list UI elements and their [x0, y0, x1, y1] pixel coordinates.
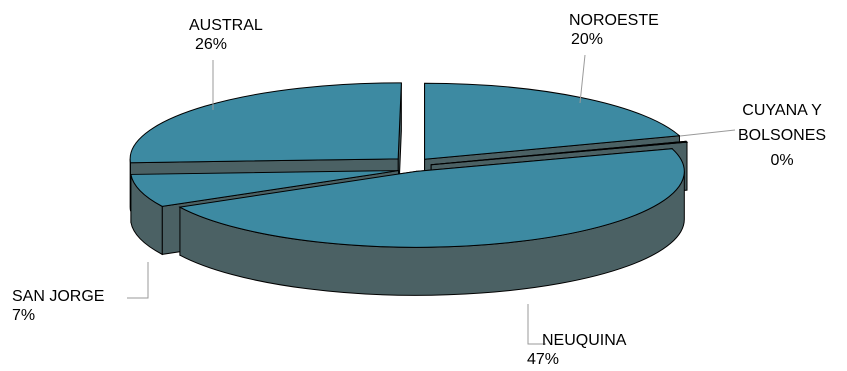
slice-top-neuquina [178, 148, 685, 248]
label-austral-name: AUSTRAL [189, 17, 263, 34]
label-austral-pct: 26% [195, 36, 228, 53]
label-cuyana-line1: CUYANA Y [742, 102, 822, 119]
label-san-jorge: SAN JORGE 7% [12, 287, 104, 325]
label-cuyana-line2: BOLSONES [738, 127, 827, 144]
slice-top-san-jorge [130, 170, 399, 207]
label-neuquina-pct: 47% [527, 351, 560, 368]
leader-neuquina [527, 304, 546, 345]
slice-top-cuyana [431, 140, 689, 166]
label-noroeste-name: NOROESTE [569, 12, 659, 29]
slice-top-austral [129, 82, 402, 164]
label-neuquina: NEUQUINA 47% [527, 331, 627, 369]
leader-cuyana [679, 129, 736, 137]
label-san-jorge-pct: 7% [12, 307, 36, 324]
leader-noroeste [579, 54, 586, 104]
label-austral: AUSTRAL 26% [189, 16, 263, 54]
label-neuquina-name: NEUQUINA [542, 332, 627, 349]
label-san-jorge-name: SAN JORGE [12, 288, 105, 305]
slice-top-noroeste [424, 82, 681, 160]
label-cuyana: CUYANA Y BOLSONES 0% [738, 101, 826, 170]
label-cuyana-pct: 0% [770, 152, 794, 169]
label-noroeste: NOROESTE 20% [569, 11, 659, 49]
leader-san-jorge [127, 262, 149, 299]
label-noroeste-pct: 20% [571, 31, 604, 48]
